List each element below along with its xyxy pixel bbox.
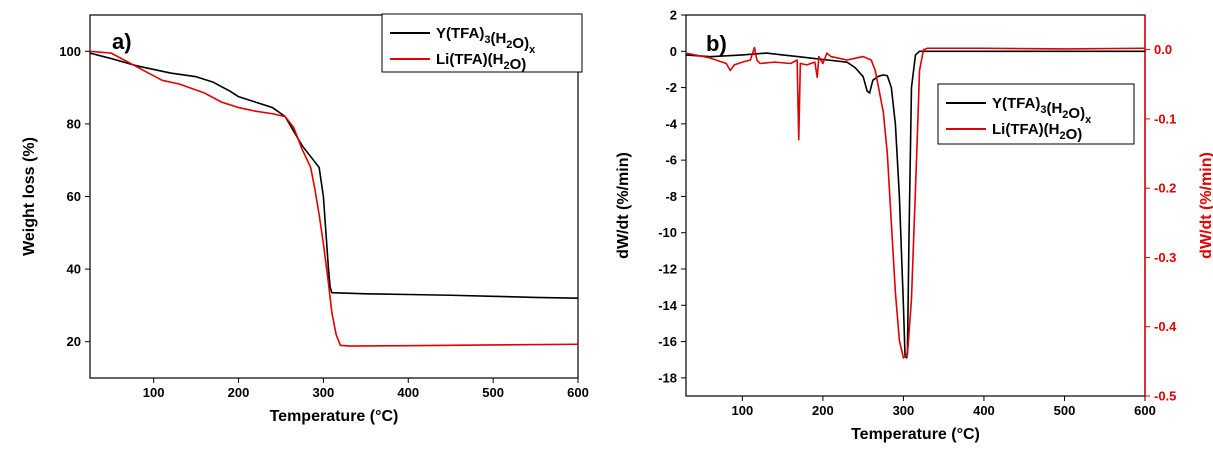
- y-tick-label: 80: [67, 116, 81, 131]
- y-tick-label: 20: [67, 334, 81, 349]
- series-line-li-tfa: [685, 46, 1146, 359]
- x-tick-label: 600: [1134, 403, 1156, 418]
- legend-label: Y(TFA)3(H2O)x: [992, 95, 1092, 126]
- y-right-tick-label: -0.3: [1154, 250, 1176, 265]
- y-tick-label: 40: [67, 262, 81, 277]
- panel-label: a): [112, 29, 132, 54]
- x-tick-label: 100: [143, 385, 165, 400]
- legend-label: Li(TFA)(H2O): [436, 51, 526, 73]
- legend-label: Y(TFA)3(H2O)x: [436, 25, 536, 56]
- y-tick-label: 0: [670, 44, 677, 59]
- legend-box: [937, 83, 1135, 145]
- x-tick-label: 200: [812, 403, 834, 418]
- y-tick-label: -12: [658, 262, 677, 277]
- y-right-tick-label: 0.0: [1154, 42, 1172, 57]
- legend-box: [381, 13, 583, 73]
- y-right-tick-label: -0.4: [1154, 319, 1177, 334]
- y-tick-label: -6: [665, 153, 677, 168]
- y-tick-label: 2: [670, 8, 677, 23]
- series-line-li-tfa: [89, 50, 579, 347]
- x-axis-title: Temperature (°C): [270, 408, 399, 425]
- y-right-tick-label: -0.5: [1154, 389, 1176, 404]
- y-tick-label: -4: [665, 116, 677, 131]
- panel-b-derivative: 100 200 300 400 500 600 2 0 -2 -4 -6 -8 -10 -12 -14 -16…: [615, 8, 1213, 444]
- x-tick-label: 400: [973, 403, 995, 418]
- panel-a-weight-loss: 100 200 300 400 500 600 20 40 60 80 100 Temperature…: [21, 13, 589, 425]
- y-tick-label: -16: [658, 334, 677, 349]
- x-tick-label: 300: [313, 385, 335, 400]
- series-line-y-tfa: [89, 52, 579, 299]
- x-tick-label: 100: [732, 403, 754, 418]
- y-tick-label: 60: [67, 189, 81, 204]
- y-tick-label: -10: [658, 225, 677, 240]
- panel-label: b): [706, 31, 727, 56]
- x-tick-label: 300: [893, 403, 915, 418]
- y-tick-label: -8: [665, 189, 677, 204]
- y-tick-label: 100: [59, 44, 81, 59]
- x-axis-title: Temperature (°C): [851, 426, 980, 443]
- y-axis-title: Weight loss (%): [21, 137, 38, 256]
- y-tick-label: -14: [658, 298, 678, 313]
- x-tick-label: 200: [228, 385, 250, 400]
- x-tick-label: 600: [567, 385, 589, 400]
- x-tick-label: 500: [1054, 403, 1076, 418]
- y-right-tick-label: -0.2: [1154, 181, 1176, 196]
- legend-label: Li(TFA)(H2O): [992, 121, 1082, 143]
- x-tick-label: 500: [482, 385, 504, 400]
- series-line-y-tfa: [685, 50, 1145, 359]
- y-right-tick-label: -0.1: [1154, 111, 1176, 126]
- y-tick-label: -2: [665, 80, 677, 95]
- y-right-axis-title: dW/dt (%/min): [1198, 152, 1213, 259]
- y-axis-title: dW/dt (%/min): [615, 152, 632, 259]
- y-tick-label: -18: [658, 370, 677, 385]
- x-tick-label: 400: [397, 385, 419, 400]
